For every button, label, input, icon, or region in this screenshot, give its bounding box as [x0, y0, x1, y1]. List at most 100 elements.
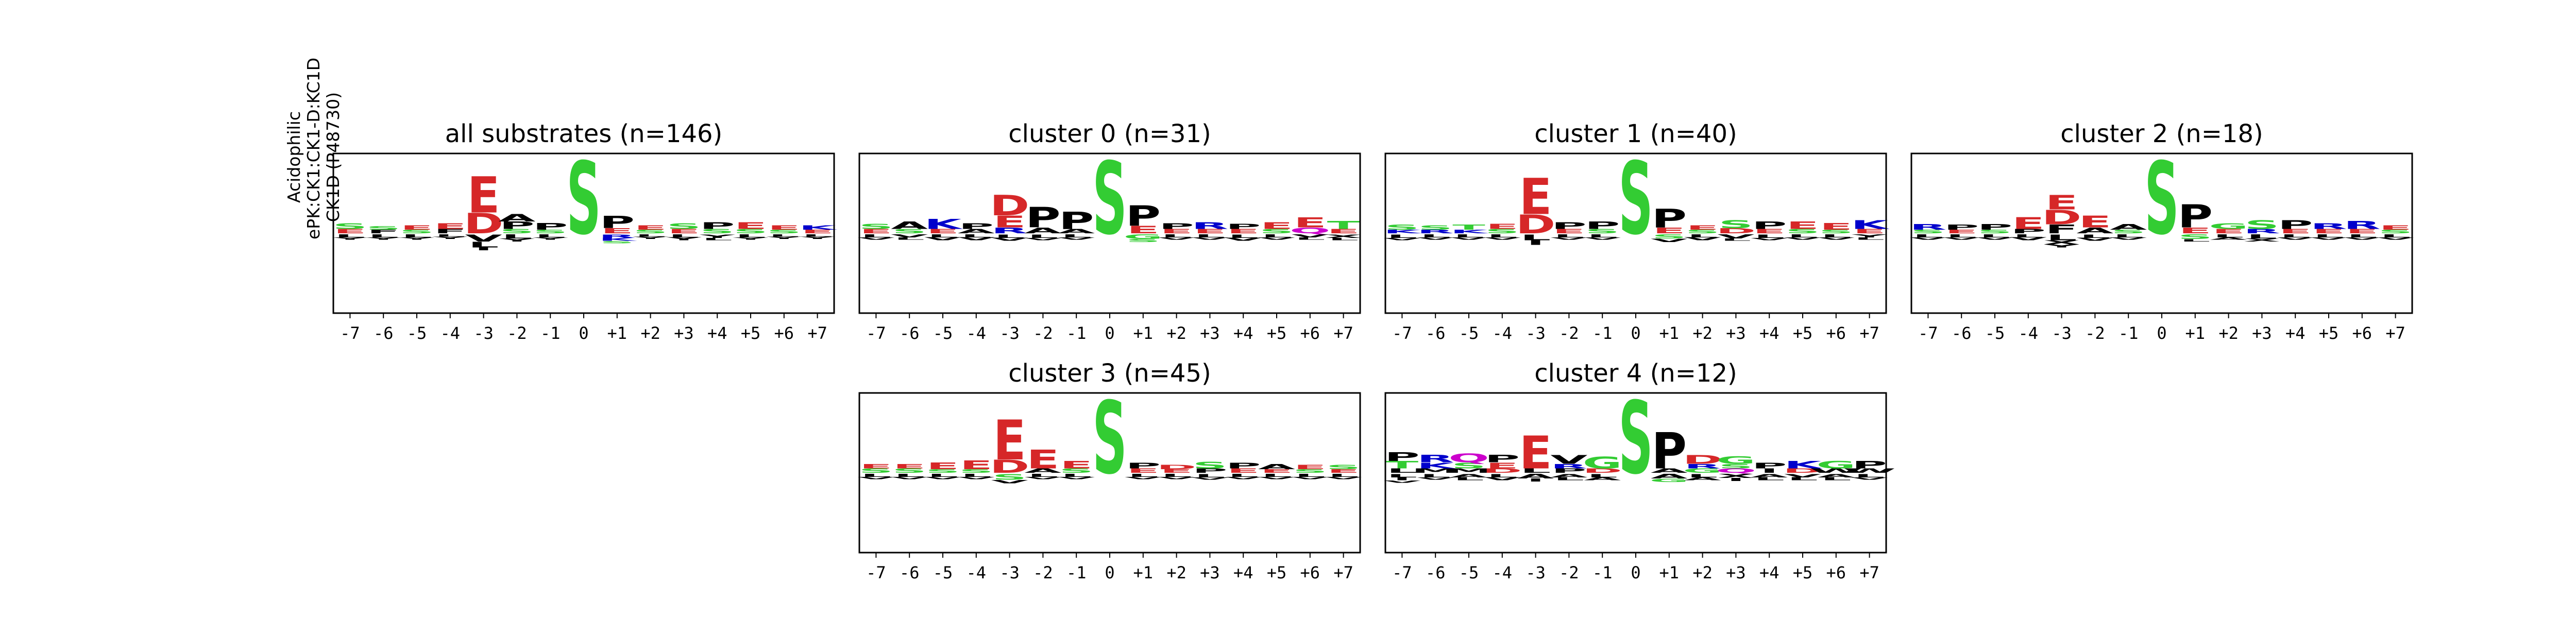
x-tick-label: -3: [473, 323, 494, 343]
logo-letter-V: V: [1417, 477, 1454, 480]
logo-panel: all substrates (n=146)ESLYFSLYSELYFELYDE…: [332, 119, 838, 343]
logo-letter-S: S: [1326, 464, 1361, 471]
x-tick-label: +7: [1859, 323, 1879, 343]
logo-letter-V: V: [891, 476, 928, 480]
logo-letter-V: V: [1158, 237, 1195, 241]
x-tick-label: +7: [1333, 563, 1353, 582]
x-tick-label: +3: [1726, 323, 1746, 343]
logo-letter-Y: Y: [666, 236, 702, 241]
logo-letter-S: S: [2245, 218, 2279, 232]
logo-letter-L: L: [1453, 477, 1484, 482]
x-tick-label: -4: [440, 323, 461, 343]
logo-letter-L: L: [702, 237, 732, 241]
logo-letter-I: I: [1527, 239, 1545, 246]
x-tick-label: 0: [1631, 323, 1640, 343]
logo-letter-E: E: [1820, 221, 1853, 232]
logo-letter-V: V: [1909, 237, 1946, 241]
logo-letter-K: K: [799, 224, 838, 231]
logo-letter-S: S: [2144, 141, 2179, 256]
x-tick-label: +3: [2252, 323, 2272, 343]
logo-letter-S: S: [1092, 380, 1127, 496]
logo-letter-E: E: [1519, 427, 1552, 479]
logo-letter-V: V: [2377, 237, 2414, 241]
logo-letter-P: P: [1652, 203, 1687, 233]
logo-letter-L: L: [1721, 238, 1751, 242]
logo-letter-V: V: [1784, 237, 1821, 241]
x-tick-label: +4: [1233, 563, 1253, 582]
logo-letter-V: V: [991, 479, 1028, 485]
logo-letter-P: P: [1485, 453, 1520, 465]
logo-letter-E: E: [1060, 459, 1093, 471]
logo-letter-V: V: [1024, 476, 1061, 480]
logo-letter-E: E: [2379, 224, 2412, 231]
logo-letter-R: R: [1909, 222, 1946, 231]
logo-letter-P: P: [600, 213, 635, 232]
logo-letter-P: P: [1944, 223, 1979, 231]
logo-letter-Y: Y: [799, 236, 836, 240]
x-tick-label: -5: [933, 323, 953, 343]
logo-letter-E: E: [1027, 444, 1060, 474]
logo-letter-V: V: [1818, 237, 1855, 241]
logo-letter-V: V: [857, 476, 894, 480]
x-tick-label: -4: [2019, 323, 2039, 343]
x-tick-label: -1: [1592, 323, 1613, 343]
logo-letter-V: V: [1684, 236, 1721, 241]
logo-letter-I: I: [1527, 478, 1545, 483]
x-tick-label: +5: [1793, 563, 1813, 582]
logo-letter-Q: Q: [1448, 452, 1489, 466]
logo-letter-L: L: [1754, 477, 1784, 482]
x-tick-label: +1: [2185, 323, 2206, 343]
x-tick-label: 0: [1105, 323, 1114, 343]
logo-letters: ESLYFSLYSELYFELYDEVLISPALYSPLYS EPRKSSELY…: [332, 141, 838, 256]
x-tick-label: +2: [1692, 563, 1713, 582]
logo-letter-L: L: [1328, 237, 1359, 241]
logo-letter-V: V: [1292, 476, 1329, 480]
logo-letter-V: V: [1058, 476, 1095, 480]
logo-letter-P: P: [1059, 207, 1094, 235]
logo-panel: cluster 4 (n=12)LTPLIVMKRLVMSQALDEPLVLEA…: [1383, 359, 1896, 582]
logo-letter-P: P: [1025, 201, 1060, 234]
logo-letter-I: I: [474, 247, 493, 251]
logo-letter-D: D: [990, 190, 1029, 222]
x-tick-label: +3: [1726, 563, 1746, 582]
logo-letter-X: X: [2243, 238, 2280, 243]
x-tick-label: 0: [579, 323, 588, 343]
logo-letter-V: V: [1651, 237, 1688, 243]
x-tick-label: -5: [407, 323, 427, 343]
logo-letter-V: V: [1258, 476, 1295, 480]
logo-letter-V: V: [1225, 237, 1262, 242]
x-tick-label: +2: [1692, 323, 1713, 343]
x-tick-label: -6: [374, 323, 394, 343]
x-tick-label: +4: [1759, 563, 1780, 582]
logo-letter-E: E: [860, 462, 893, 470]
x-tick-label: +6: [1300, 563, 1320, 582]
logo-letter-P: P: [1384, 450, 1419, 464]
logo-letter-E: E: [1519, 168, 1552, 226]
logo-letter-R: R: [2344, 218, 2381, 231]
logo-letter-E: E: [2079, 213, 2112, 231]
logo-letter-P: P: [1752, 220, 1787, 231]
logo-letter-E: E: [1260, 220, 1293, 231]
x-tick-label: +2: [1166, 563, 1187, 582]
x-tick-label: +6: [1300, 323, 1320, 343]
logo-letter-E: E: [467, 167, 500, 225]
logo-letter-S: S: [566, 141, 601, 256]
x-tick-label: -1: [540, 323, 561, 343]
logo-letter-V: V: [1851, 477, 1888, 480]
logo-letter-V: V: [2110, 237, 2147, 241]
x-tick-label: -2: [507, 323, 527, 343]
x-tick-label: -6: [900, 323, 920, 343]
x-tick-label: -1: [1592, 563, 1613, 582]
logo-letter-V: V: [1191, 477, 1228, 480]
logo-letter-G: G: [1716, 455, 1756, 466]
logo-letter-V: V: [1024, 237, 1061, 241]
logo-letter-S: S: [1126, 238, 1160, 243]
x-tick-label: -1: [1066, 563, 1087, 582]
x-tick-label: +6: [2352, 323, 2372, 343]
logo-letter-E: E: [1786, 220, 1819, 231]
logo-letter-P: P: [700, 220, 735, 231]
x-tick-label: -5: [1985, 323, 2005, 343]
logo-letter-V: V: [1383, 237, 1420, 241]
